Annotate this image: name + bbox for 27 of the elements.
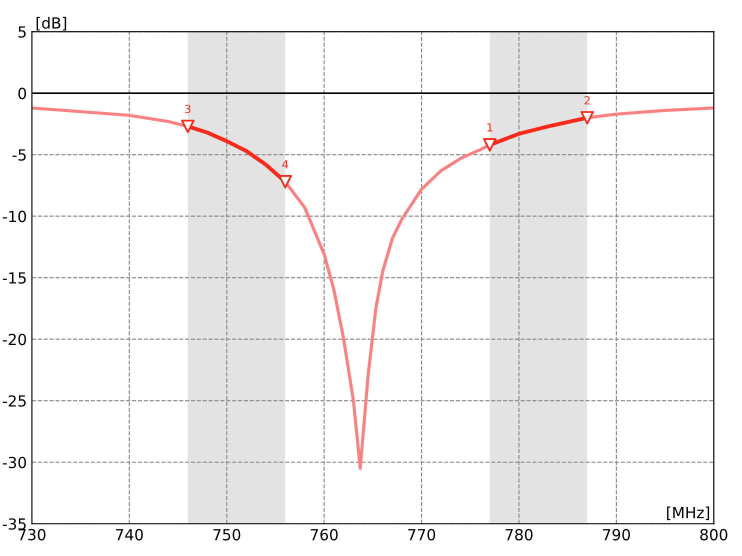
x-tick-label: 760 <box>310 528 338 540</box>
point <box>580 111 594 125</box>
y-tick-label: -5 <box>12 149 26 161</box>
point <box>278 175 292 188</box>
annotation: 1 <box>487 123 492 132</box>
x-tick-label: 800 <box>700 528 728 540</box>
y-tick-label: -30 <box>2 456 26 468</box>
x-tick-label: 780 <box>506 528 533 540</box>
x-tick-label: 730 <box>18 528 46 540</box>
annotation: 2 <box>584 96 590 104</box>
point <box>181 120 194 134</box>
y-tick-label: 0 <box>18 88 26 100</box>
x-tick-label: 750 <box>213 528 240 540</box>
x-tick-label: 790 <box>603 528 630 540</box>
y-tick-label: -15 <box>2 272 26 284</box>
y-tick-label: -20 <box>2 334 26 346</box>
y-axis-title: [dB] <box>36 16 66 31</box>
y-tick-label: -25 <box>2 395 26 407</box>
x-axis-title: [MHz] <box>667 506 710 520</box>
annotation: 4 <box>282 160 288 168</box>
point <box>483 138 496 152</box>
annotation: 3 <box>185 104 190 114</box>
y-tick-label: -10 <box>2 210 26 222</box>
y-tick-label: 5 <box>18 26 26 38</box>
x-tick-label: 770 <box>408 528 436 540</box>
x-tick-label: 740 <box>116 528 143 540</box>
y-tick-label: -35 <box>2 518 26 530</box>
